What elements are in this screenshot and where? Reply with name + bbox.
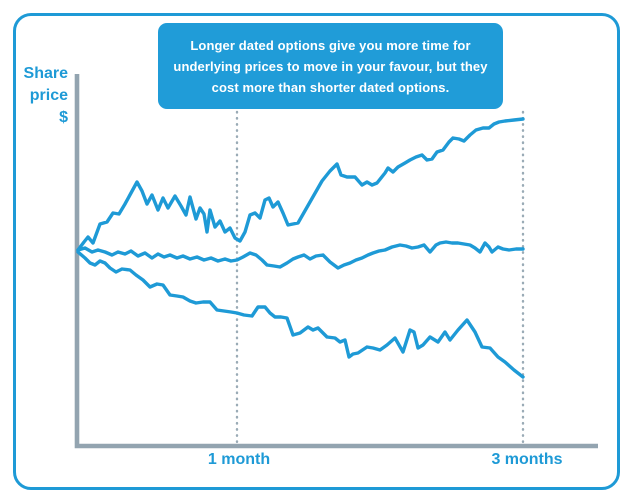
price-line-falling bbox=[76, 250, 525, 379]
x-tick-3-months: 3 months bbox=[491, 451, 563, 468]
y-axis-label: Share price $ bbox=[14, 63, 68, 129]
chart-frame bbox=[13, 13, 620, 490]
y-axis-label-line-2: price bbox=[29, 87, 68, 104]
axes-lines bbox=[74, 74, 598, 449]
x-tick-1-month: 1 month bbox=[207, 451, 271, 468]
callout-text: Longer dated options give you more time … bbox=[173, 37, 488, 95]
y-axis-label-line-3: $ bbox=[59, 109, 68, 126]
y-axis-label-line-1: Share bbox=[23, 65, 68, 82]
price-line-rising bbox=[76, 117, 525, 252]
callout-box: Longer dated options give you more time … bbox=[158, 23, 503, 109]
price-line-flat bbox=[76, 240, 525, 270]
